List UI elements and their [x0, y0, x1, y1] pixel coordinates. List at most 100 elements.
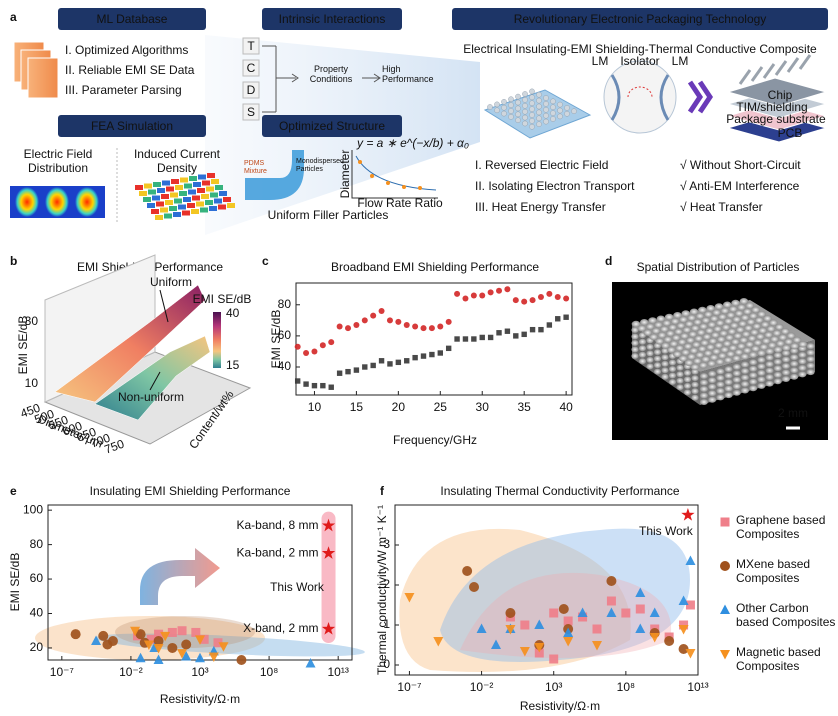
data-point — [462, 295, 469, 302]
particle — [798, 371, 807, 378]
data-point — [370, 362, 376, 369]
particle — [722, 340, 732, 347]
filler-ball — [501, 104, 507, 111]
x-tick-label: 550 — [46, 413, 70, 433]
particle — [640, 319, 649, 326]
image-label: Isolator — [620, 54, 659, 68]
data-point — [505, 625, 516, 635]
x-tick-label: 10¹³ — [328, 665, 349, 679]
particle — [763, 315, 772, 322]
particle — [666, 330, 675, 337]
particle — [687, 353, 696, 360]
particle — [782, 363, 790, 369]
filler-ball — [543, 95, 549, 101]
particle — [676, 322, 686, 329]
data-point — [208, 652, 219, 663]
lm-diagram — [603, 60, 677, 134]
particle — [790, 367, 799, 374]
particle — [648, 317, 657, 324]
data-point — [681, 508, 695, 521]
particle — [707, 360, 716, 367]
data-point — [462, 336, 469, 342]
particle — [749, 372, 758, 379]
particle — [708, 396, 717, 403]
data-point — [479, 334, 485, 341]
particle — [737, 342, 746, 350]
x-tick-label: 10³ — [545, 680, 562, 694]
particle — [749, 312, 758, 320]
current-cell — [210, 192, 218, 198]
particle — [798, 341, 808, 348]
x-tick-label: 450 — [18, 401, 42, 421]
chart-title: Insulating EMI Shielding Performance — [90, 484, 291, 498]
particle — [749, 365, 758, 372]
x-tick-label: 15 — [350, 400, 364, 414]
particle — [773, 378, 782, 385]
filler-ball — [508, 96, 514, 102]
region — [460, 572, 672, 658]
section-header-box — [58, 115, 206, 137]
particle — [708, 370, 717, 377]
data-point — [236, 655, 247, 665]
channel — [245, 150, 304, 200]
trend-arrow — [140, 548, 220, 605]
particle — [741, 387, 749, 394]
particle — [720, 307, 730, 314]
particle — [646, 350, 654, 357]
data-point — [303, 381, 309, 387]
x-tick-label: 40 — [559, 400, 573, 414]
particle — [677, 338, 687, 346]
x-tick-label: 30 — [476, 400, 490, 414]
particle — [667, 346, 676, 353]
particle — [701, 317, 711, 324]
x-axis-label: Frequency/GHz — [393, 433, 477, 447]
filler-ball — [536, 103, 542, 110]
particle — [757, 382, 766, 389]
current-cell — [147, 203, 155, 208]
particle — [690, 363, 700, 371]
data-point — [154, 629, 164, 639]
ml-item: III. Parameter Parsing — [65, 83, 182, 97]
data-point — [538, 326, 544, 333]
current-cell — [164, 213, 172, 219]
particle — [683, 376, 692, 383]
data-point — [429, 351, 435, 358]
particle — [637, 325, 647, 332]
colorbar — [213, 312, 221, 368]
particle — [732, 389, 741, 396]
particle — [725, 334, 734, 341]
filler-ball — [536, 115, 542, 122]
particle — [708, 383, 717, 390]
section-header-box — [262, 115, 402, 137]
particle — [708, 390, 717, 397]
current-cell — [162, 180, 170, 186]
data-point — [678, 595, 689, 605]
current-cell — [209, 206, 217, 211]
filler-ball — [515, 105, 521, 112]
particle — [654, 321, 663, 328]
current-cell — [151, 209, 159, 214]
particle — [741, 361, 749, 368]
x-tick-label: 750 — [102, 437, 126, 457]
graph-y-label: Diameter — [338, 150, 352, 199]
particle — [790, 360, 799, 367]
filler-ball — [536, 109, 542, 116]
fin — [762, 63, 776, 79]
particle — [706, 343, 715, 351]
particle — [671, 334, 681, 341]
particle — [675, 344, 684, 352]
particle — [719, 330, 728, 337]
particle — [724, 317, 733, 325]
colorbar-title: EMI SE/dB — [193, 292, 252, 306]
this-work-band — [321, 511, 336, 643]
particle — [668, 379, 677, 385]
particle — [757, 310, 766, 318]
particle — [765, 367, 774, 374]
particle — [702, 333, 712, 340]
particle — [759, 343, 769, 351]
section-header: Revolutionary Electronic Packaging Techn… — [514, 12, 767, 26]
particle — [706, 305, 715, 312]
current-cell — [174, 198, 182, 204]
current-cell — [188, 189, 196, 195]
particle — [708, 337, 718, 345]
